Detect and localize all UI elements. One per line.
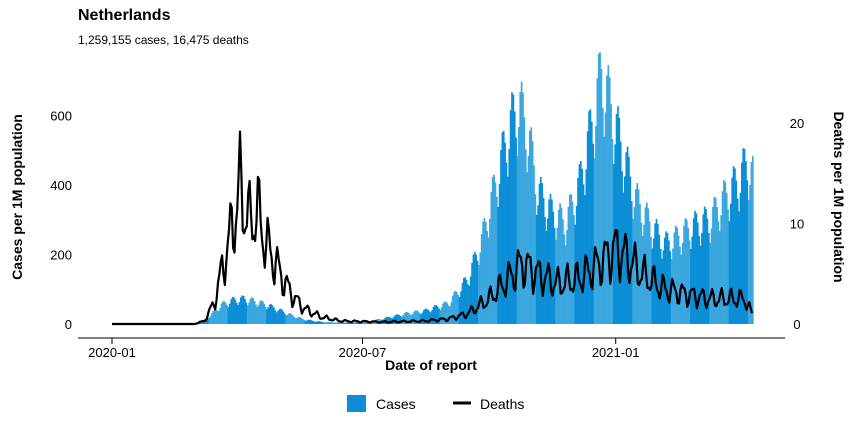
x-axis-ticks: 2020-01 2020-07 2021-01 xyxy=(88,338,639,360)
legend-deaths-label: Deaths xyxy=(480,396,524,412)
cases-bar xyxy=(752,156,754,324)
right-axis-ticks: 0 10 20 xyxy=(790,116,804,332)
left-tick-label: 600 xyxy=(50,109,72,124)
x-tick-label: 2020-07 xyxy=(339,345,387,360)
x-tick-label: 2020-01 xyxy=(88,345,136,360)
right-tick-label: 20 xyxy=(790,116,804,131)
y2-axis-title: Deaths per 1M population xyxy=(831,111,847,282)
left-tick-label: 400 xyxy=(50,178,72,193)
x-axis-title: Date of report xyxy=(385,357,477,373)
legend-cases-label: Cases xyxy=(376,396,416,412)
x-tick-label: 2021-01 xyxy=(592,345,640,360)
chart-subtitle: 1,259,155 cases, 16,475 deaths xyxy=(78,33,249,47)
right-tick-label: 0 xyxy=(793,317,800,332)
y-axis-title: Cases per 1M population xyxy=(9,114,25,280)
chart-title: Netherlands xyxy=(78,7,171,24)
legend: Cases Deaths xyxy=(347,395,524,412)
left-tick-label: 200 xyxy=(50,248,72,263)
legend-cases-swatch xyxy=(347,395,366,412)
left-tick-label: 0 xyxy=(65,317,72,332)
left-axis-ticks: 0 200 400 600 xyxy=(50,109,72,332)
right-tick-label: 10 xyxy=(790,217,804,232)
